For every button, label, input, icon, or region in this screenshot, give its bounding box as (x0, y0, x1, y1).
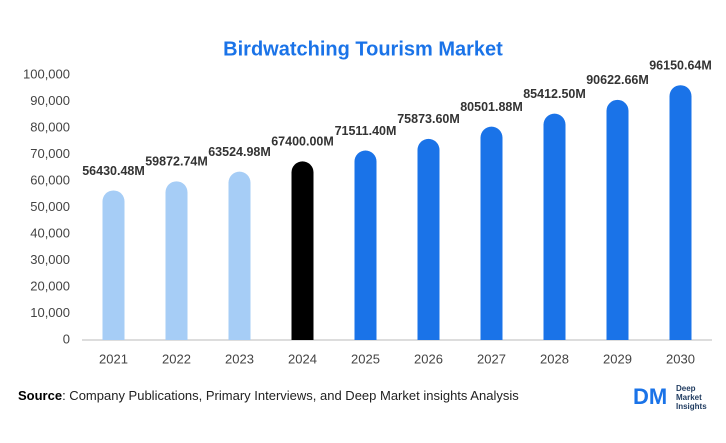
value-label: 71511.40M (335, 124, 397, 138)
bar (480, 126, 503, 341)
logo-mark: DM (633, 384, 667, 409)
y-tick-label: 20,000 (30, 278, 70, 293)
source-text: : Company Publications, Primary Intervie… (62, 388, 519, 403)
y-tick-label: 100,000 (23, 66, 70, 81)
x-tick-label: 2027 (477, 351, 506, 366)
bar (417, 138, 440, 340)
y-tick-label: 40,000 (30, 225, 70, 240)
x-tick-label: 2029 (603, 351, 632, 366)
y-tick-label: 60,000 (30, 172, 70, 187)
y-tick-label: 90,000 (30, 93, 70, 108)
bar (606, 99, 629, 341)
y-tick-label: 70,000 (30, 146, 70, 161)
value-label: 90622.66M (586, 73, 649, 87)
bar (102, 190, 125, 340)
bar (669, 85, 692, 341)
value-label: 63524.98M (208, 145, 271, 159)
x-tick-label: 2023 (225, 351, 254, 366)
x-tick-label: 2021 (99, 351, 128, 366)
value-label: 96150.64M (649, 58, 712, 72)
value-label: 56430.48M (82, 164, 145, 178)
x-tick-label: 2022 (162, 351, 191, 366)
y-tick-label: 0 (63, 331, 70, 346)
bar (165, 181, 188, 340)
chart-title: Birdwatching Tourism Market (223, 38, 503, 60)
source: Source: Company Publications, Primary In… (18, 388, 519, 403)
value-label: 75873.60M (397, 112, 460, 126)
bar (228, 171, 251, 340)
logo-text: Market (676, 393, 702, 402)
x-tick-label: 2024 (288, 351, 317, 366)
x-tick-label: 2030 (666, 351, 695, 366)
x-tick-label: 2025 (351, 351, 380, 366)
bar (354, 150, 377, 340)
y-tick-label: 30,000 (30, 252, 70, 267)
bar (291, 161, 314, 340)
logo-text: Deep (676, 384, 696, 393)
logo-text: Insights (676, 402, 707, 411)
bar (543, 113, 566, 340)
x-tick-label: 2026 (414, 351, 443, 366)
y-tick-label: 10,000 (30, 305, 70, 320)
value-label: 59872.74M (145, 155, 208, 169)
source-label: Source (18, 388, 62, 403)
y-tick-label: 50,000 (30, 199, 70, 214)
value-label: 85412.50M (523, 87, 586, 101)
y-tick-label: 80,000 (30, 119, 70, 134)
value-label: 80501.88M (460, 100, 523, 114)
x-tick-label: 2028 (540, 351, 569, 366)
value-label: 67400.00M (271, 135, 334, 149)
